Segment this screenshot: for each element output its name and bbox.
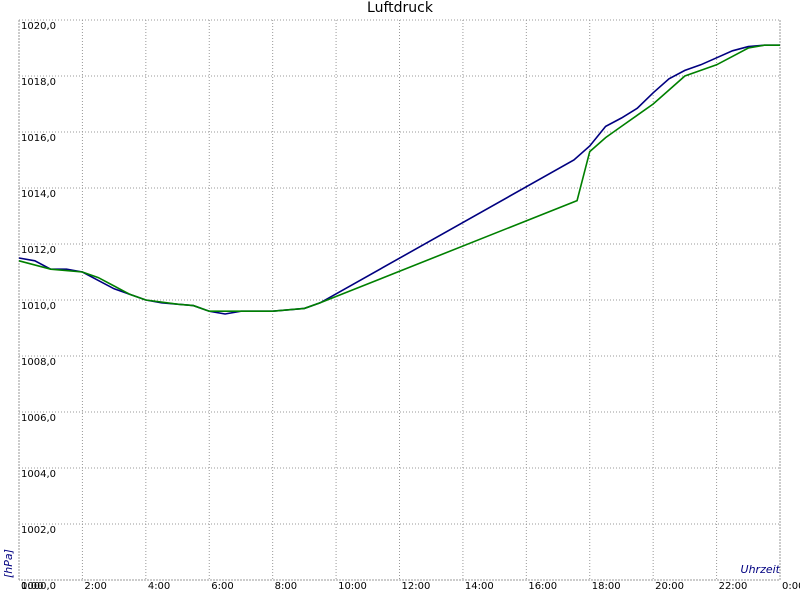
y-tick-label: 1018,0 [21,77,56,88]
y-tick-label: 1012,0 [21,245,56,256]
y-tick-label: 1016,0 [21,133,56,144]
x-tick-label: 18:00 [592,581,621,592]
x-tick-label: 14:00 [465,581,494,592]
y-tick-label: 1010,0 [21,301,56,312]
y-tick-label: 1020,0 [21,21,56,32]
y-axis-label: [hPa] [2,549,15,578]
x-tick-label: 8:00 [275,581,297,592]
x-tick-label: 16:00 [528,581,557,592]
plot-frame [18,19,781,581]
x-tick-label: 2:00 [84,581,106,592]
x-tick-label: 10:00 [338,581,367,592]
chart-title: Luftdruck [367,0,434,16]
x-tick-label: 22:00 [719,581,748,592]
y-tick-label: 1006,0 [21,413,56,424]
y-tick-label: 1000,0 [21,581,56,592]
x-tick-label: 6:00 [211,581,233,592]
x-tick-label: 20:00 [655,581,684,592]
x-tick-label: 0:00 [21,581,43,592]
x-tick-label: 0:00 [782,581,800,592]
x-tick-label: 12:00 [402,581,431,592]
y-tick-label: 1014,0 [21,189,56,200]
y-tick-label: 1004,0 [21,469,56,480]
series-line [18,44,780,312]
y-tick-label: 1008,0 [21,357,56,368]
x-tick-label: 4:00 [148,581,170,592]
y-tick-label: 1002,0 [21,525,56,536]
x-axis-label: Uhrzeit [741,563,781,576]
